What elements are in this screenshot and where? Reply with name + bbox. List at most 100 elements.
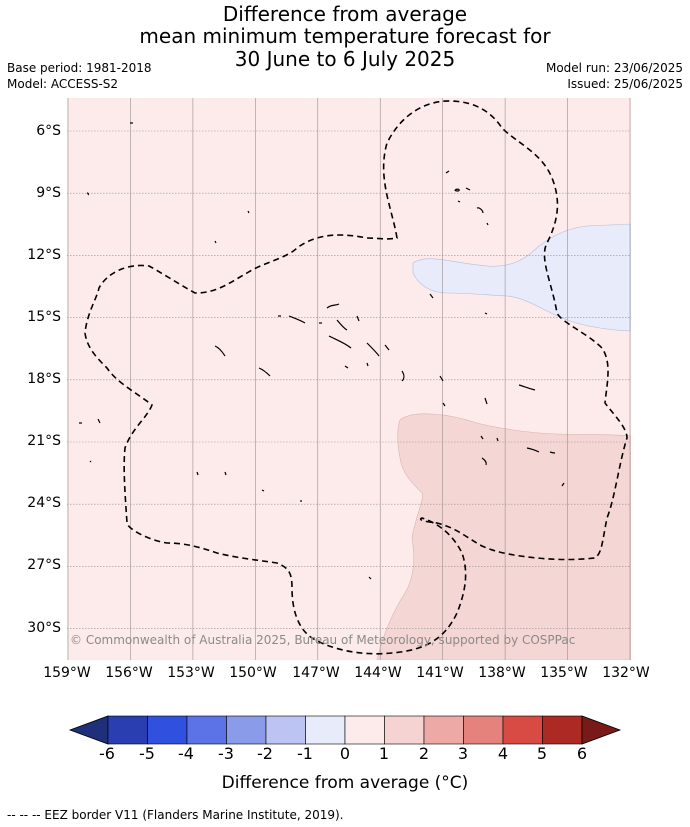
island [484, 397, 488, 405]
colorbar-swatch [147, 715, 188, 745]
lon-label: 156°W [105, 665, 153, 681]
colorbar-swatch [344, 715, 385, 745]
lon-label: 138°W [478, 665, 526, 681]
island [384, 344, 390, 351]
lat-label: 15°S [27, 309, 61, 325]
graticule [67, 98, 631, 660]
lat-label: 6°S [36, 123, 61, 139]
colorbar-title: Difference from average (°C) [221, 773, 469, 793]
island [401, 370, 405, 382]
issued-date: Issued: 25/06/2025 [567, 77, 683, 91]
island [247, 210, 250, 214]
map-panel [67, 98, 631, 660]
colorbar-swatch [226, 715, 267, 745]
colorbar-swatch [107, 715, 148, 745]
island [86, 192, 90, 196]
lon-label: 147°W [292, 665, 340, 681]
colorbar-tick: 4 [497, 744, 509, 763]
island [480, 435, 484, 440]
island [549, 451, 556, 454]
island [214, 240, 217, 244]
island [496, 437, 499, 442]
lat-label: 21°S [27, 433, 61, 449]
colorbar-tick: -2 [257, 744, 273, 763]
island [97, 418, 101, 424]
lat-label: 30°S [27, 620, 61, 636]
copyright-notice: © Commonwealth of Australia 2025, Bureau… [70, 633, 576, 647]
colorbar-swatch [502, 715, 543, 745]
island [336, 319, 348, 331]
island [442, 402, 446, 407]
island [481, 457, 487, 466]
island [476, 207, 484, 214]
colorbar-tick: 0 [339, 744, 351, 763]
island [366, 342, 380, 357]
model-run: Model run: 23/06/2025 [545, 61, 683, 75]
lat-label: 27°S [27, 557, 61, 573]
island [454, 188, 460, 192]
island [518, 384, 536, 391]
colorbar-tick: 2 [418, 744, 430, 763]
colorbar-tick: -4 [178, 744, 194, 763]
lon-label: 135°W [540, 665, 588, 681]
lon-label: 141°W [416, 665, 464, 681]
lat-label: 24°S [27, 495, 61, 511]
island [89, 460, 92, 463]
title-line-1: Difference from average [222, 2, 468, 26]
negative-anomaly-region [412, 223, 631, 332]
island [457, 200, 461, 203]
island [326, 303, 340, 309]
island [224, 471, 227, 476]
island [288, 315, 306, 324]
island [214, 345, 226, 357]
colorbar-tick: -3 [218, 744, 234, 763]
island [561, 482, 565, 487]
colorbar-swatch [186, 715, 227, 745]
meta-right: Model run: 23/06/2025 Issued: 25/06/2025 [546, 60, 683, 92]
colorbar-under-arrow [68, 715, 109, 745]
island [368, 576, 372, 580]
lon-label: 132°W [602, 665, 650, 681]
base-period: Base period: 1981-2018 [7, 61, 152, 75]
island [258, 367, 271, 377]
colorbar-swatch [384, 715, 425, 745]
colorbar-tick: 1 [378, 744, 390, 763]
island [261, 489, 265, 492]
colorbar-tick: 3 [457, 744, 469, 763]
colorbar-swatch [423, 715, 464, 745]
colorbar-tick: -5 [139, 744, 155, 763]
lat-label: 18°S [27, 371, 61, 387]
lon-label: 150°W [229, 665, 277, 681]
colorbar-tick: -1 [297, 744, 313, 763]
lat-label: 9°S [36, 185, 61, 201]
colorbar-swatch [542, 715, 583, 745]
lat-label: 12°S [27, 247, 61, 263]
eez-legend-note: -- -- -- EEZ border V11 (Flanders Marine… [7, 808, 344, 822]
island [356, 315, 360, 322]
colorbar-over-arrow [581, 715, 622, 745]
colorbar-swatch [265, 715, 306, 745]
island [196, 471, 199, 476]
colorbar-tick: -6 [99, 744, 115, 763]
island [328, 335, 352, 349]
colorbar-swatch [305, 715, 346, 745]
islands [79, 122, 565, 580]
island [465, 187, 471, 191]
eez-border [84, 100, 628, 655]
colorbar [68, 715, 622, 745]
colorbar-tick: 6 [576, 744, 588, 763]
lon-label: 153°W [167, 665, 215, 681]
lon-label: 144°W [354, 665, 402, 681]
positive-anomaly-region [376, 413, 631, 660]
title-line-2: mean minimum temperature forecast for [139, 24, 551, 48]
island [445, 170, 450, 174]
island [366, 362, 369, 367]
island [486, 222, 489, 226]
island [526, 447, 540, 453]
meta-left: Base period: 1981-2018 Model: ACCESS-S2 [7, 60, 152, 92]
island [439, 375, 444, 382]
colorbar-tick: 5 [536, 744, 548, 763]
colorbar-swatch [463, 715, 504, 745]
model-name: Model: ACCESS-S2 [7, 77, 119, 91]
title-line-3: 30 June to 6 July 2025 [234, 47, 456, 71]
